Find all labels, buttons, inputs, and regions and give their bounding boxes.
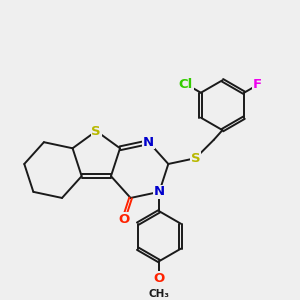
Text: S: S <box>92 124 101 137</box>
Text: N: N <box>143 136 154 149</box>
Text: O: O <box>118 213 129 226</box>
Text: Cl: Cl <box>179 78 193 91</box>
Text: CH₃: CH₃ <box>149 289 170 299</box>
Text: S: S <box>190 152 200 165</box>
Text: F: F <box>253 78 262 92</box>
Text: O: O <box>154 272 165 285</box>
Text: N: N <box>154 185 165 198</box>
